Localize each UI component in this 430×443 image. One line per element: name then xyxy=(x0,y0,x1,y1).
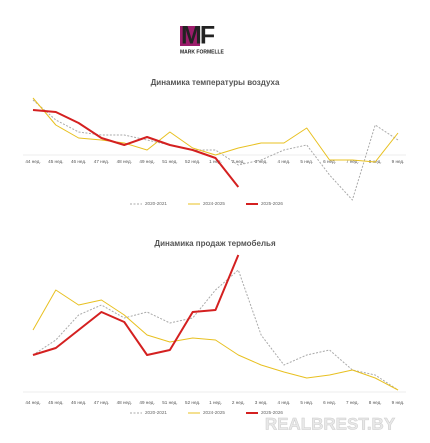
x-tick-label: 46 нед. xyxy=(71,159,86,164)
x-tick-label: 9 нед. xyxy=(392,159,405,164)
logo-brand: MARK FORMELLE xyxy=(180,49,225,55)
legend-label: 2025-2026 xyxy=(261,201,283,206)
x-tick-label: 44 нед. xyxy=(25,159,40,164)
x-tick-label: 9 нед. xyxy=(392,400,405,405)
x-tick-label: 1 нед. xyxy=(209,159,222,164)
x-tick-label: 46 нед. xyxy=(71,400,86,405)
series-line xyxy=(32,254,240,356)
x-tick-label: 8 нед. xyxy=(369,400,382,405)
x-tick-label: 49 нед. xyxy=(139,400,154,405)
legend-label: 2024-2025 xyxy=(203,410,225,415)
x-tick-label: 7 нед. xyxy=(346,400,359,405)
x-tick-label: 7 нед. xyxy=(346,159,359,164)
x-tick-label: 2 нед. xyxy=(232,400,245,405)
x-tick-label: 48 нед. xyxy=(117,400,132,405)
chart-title: Динамика температуры воздуха xyxy=(151,78,280,87)
x-tick-label: 2 нед. xyxy=(232,159,245,164)
series-line xyxy=(32,97,399,163)
legend-label: 2025-2026 xyxy=(261,410,283,415)
legend-label: 2020-2021 xyxy=(145,201,167,206)
x-tick-label: 3 нед. xyxy=(255,400,268,405)
x-tick-label: 6 нед. xyxy=(323,159,336,164)
x-tick-label: 49 нед. xyxy=(139,159,154,164)
x-tick-label: 52 нед. xyxy=(185,400,200,405)
x-tick-label: 47 нед. xyxy=(94,400,109,405)
x-tick-label: 52 нед. xyxy=(185,159,200,164)
series-line xyxy=(32,269,399,391)
x-tick-label: 44 нед. xyxy=(25,400,40,405)
series-line xyxy=(32,99,399,201)
x-tick-label: 51 нед. xyxy=(162,159,177,164)
x-tick-label: 45 нед. xyxy=(48,159,63,164)
watermark: REALBREST.BY xyxy=(265,414,396,433)
chart-title: Динамика продаж термобелья xyxy=(154,239,276,248)
series-line xyxy=(32,109,240,188)
legend-label: 2020-2021 xyxy=(145,410,167,415)
x-tick-label: 4 нед. xyxy=(278,400,291,405)
x-tick-label: 4 нед. xyxy=(278,159,291,164)
legend-label: 2024-2025 xyxy=(203,201,225,206)
x-tick-label: 5 нед. xyxy=(300,159,313,164)
logo-mark: MF xyxy=(181,22,215,50)
logo-square xyxy=(180,26,200,46)
x-tick-label: 45 нед. xyxy=(48,400,63,405)
x-tick-label: 47 нед. xyxy=(94,159,109,164)
x-tick-label: 5 нед. xyxy=(300,400,313,405)
series-line xyxy=(32,289,399,391)
x-tick-label: 48 нед. xyxy=(117,159,132,164)
x-tick-label: 6 нед. xyxy=(323,400,336,405)
x-tick-label: 1 нед. xyxy=(209,400,222,405)
x-tick-label: 51 нед. xyxy=(162,400,177,405)
x-tick-label: 3 нед. xyxy=(255,159,268,164)
